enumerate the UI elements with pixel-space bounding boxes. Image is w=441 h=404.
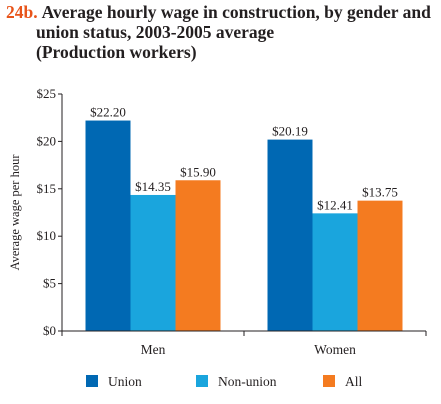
legend-swatch-non-union bbox=[196, 375, 208, 387]
legend-swatch-all bbox=[323, 375, 335, 387]
x-axis: Men Women bbox=[61, 330, 427, 357]
x-category-label: Women bbox=[314, 342, 356, 357]
data-label: $14.35 bbox=[135, 179, 171, 194]
chart-number: 24b. bbox=[6, 2, 38, 22]
data-label: $12.41 bbox=[317, 197, 353, 212]
legend-swatch-union bbox=[86, 375, 98, 387]
legend-label-non-union: Non-union bbox=[218, 374, 277, 389]
legend-label-union: Union bbox=[108, 374, 142, 389]
legend: Union Non-union All bbox=[86, 374, 363, 389]
data-label: $15.90 bbox=[180, 164, 216, 179]
data-label: $22.20 bbox=[90, 105, 126, 120]
y-tick-label: $25 bbox=[37, 86, 57, 101]
bar-union-women bbox=[267, 139, 313, 331]
y-axis-title: Average wage per hour bbox=[8, 154, 22, 271]
title-line-1: Average hourly wage in construction, by … bbox=[41, 2, 431, 22]
bar-all-women bbox=[357, 200, 403, 331]
y-tick-label: $5 bbox=[43, 276, 56, 291]
y-axis: $0 $5 $10 $15 $20 $25 Average wage per hour bbox=[8, 86, 63, 338]
legend-label-all: All bbox=[345, 374, 363, 389]
y-tick-label: $10 bbox=[37, 228, 57, 243]
y-tick-label: $15 bbox=[37, 181, 57, 196]
bars: $22.20 $14.35 $15.90 $20.19 $12.41 $13.75 bbox=[85, 105, 403, 331]
chart-title: 24b. Average hourly wage in construction,… bbox=[6, 2, 438, 62]
bar-non-union-men bbox=[130, 194, 176, 331]
bar-non-union-women bbox=[312, 213, 358, 331]
bar-union-men bbox=[85, 120, 131, 331]
data-label: $13.75 bbox=[362, 185, 398, 200]
bar-all-men bbox=[175, 180, 221, 331]
title-line-2: union status, 2003-2005 average bbox=[36, 22, 275, 42]
y-tick-label: $20 bbox=[37, 133, 57, 148]
y-tick-label: $0 bbox=[43, 323, 56, 338]
x-category-label: Men bbox=[141, 342, 166, 357]
title-line-3: (Production workers) bbox=[36, 42, 197, 62]
data-label: $20.19 bbox=[272, 124, 308, 139]
